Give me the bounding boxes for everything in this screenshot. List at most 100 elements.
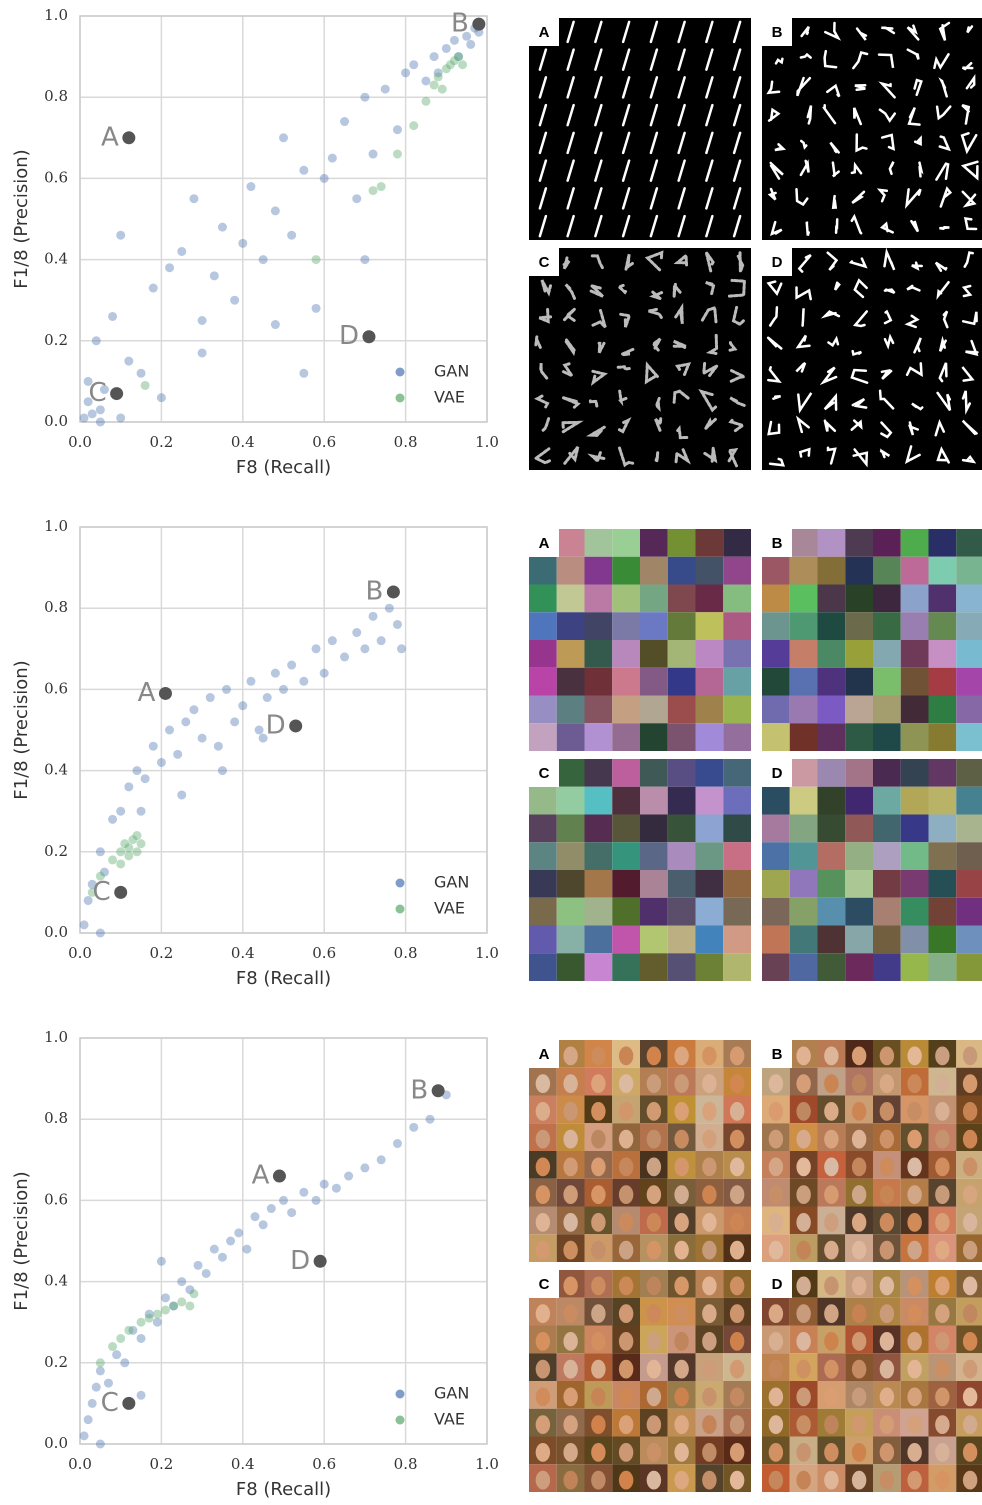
digit-sample bbox=[649, 48, 659, 71]
image-sample bbox=[695, 529, 724, 557]
digit-sample bbox=[566, 48, 575, 71]
image-sample bbox=[873, 556, 901, 585]
face-sample bbox=[935, 1276, 950, 1296]
face-sample bbox=[618, 1331, 634, 1351]
face-sample bbox=[535, 1240, 551, 1260]
digit-sample bbox=[850, 368, 869, 384]
face-sample bbox=[563, 1129, 578, 1149]
face-sample bbox=[907, 1101, 922, 1121]
scatter-point bbox=[83, 896, 93, 906]
image-sample bbox=[845, 612, 873, 640]
image-sample bbox=[956, 556, 982, 585]
image-sample bbox=[928, 814, 957, 843]
face-sample bbox=[824, 1240, 839, 1260]
scatter-point bbox=[441, 43, 451, 53]
digit-sample bbox=[767, 107, 781, 122]
panel-label: D bbox=[772, 765, 783, 782]
scatter-point bbox=[209, 1244, 219, 1254]
digit-sample bbox=[880, 368, 893, 380]
scatter-point bbox=[120, 839, 130, 849]
digit-sample bbox=[619, 312, 632, 328]
face-sample bbox=[935, 1415, 950, 1435]
digit-sample bbox=[833, 281, 841, 291]
digit-sample bbox=[918, 161, 924, 178]
scatter-point bbox=[95, 1358, 105, 1368]
scatter-point bbox=[392, 1139, 402, 1149]
face-sample bbox=[962, 1185, 978, 1205]
x-tick-label: 0.0 bbox=[68, 433, 92, 451]
image-sample bbox=[529, 695, 557, 724]
digit-sample bbox=[588, 399, 599, 408]
x-axis-label: F8 (Recall) bbox=[236, 1479, 331, 1500]
scatter-point bbox=[116, 859, 126, 869]
scatter-point bbox=[392, 149, 402, 159]
digit-sample bbox=[538, 48, 548, 71]
image-sample bbox=[789, 897, 818, 926]
digit-sample bbox=[878, 81, 896, 99]
image-sample bbox=[956, 870, 982, 898]
image-sample bbox=[667, 529, 696, 557]
face-sample bbox=[796, 1387, 811, 1407]
digit-sample bbox=[705, 214, 714, 238]
image-sample bbox=[695, 584, 724, 613]
digit-sample bbox=[566, 131, 575, 155]
x-axis-label: F8 (Recall) bbox=[236, 457, 331, 478]
image-sample bbox=[928, 640, 957, 668]
face-sample bbox=[907, 1276, 922, 1296]
image-sample bbox=[956, 925, 982, 954]
digit-sample bbox=[774, 57, 784, 65]
digit-sample bbox=[538, 187, 548, 210]
image-sample bbox=[817, 814, 846, 843]
scatter-point bbox=[331, 1183, 341, 1193]
digit-sample bbox=[705, 48, 714, 71]
face-sample bbox=[729, 1101, 745, 1121]
legend-label: GAN bbox=[434, 362, 469, 381]
face-sample bbox=[674, 1212, 689, 1232]
scatter-point bbox=[116, 1333, 126, 1343]
face-sample bbox=[907, 1359, 922, 1379]
digit-sample bbox=[938, 21, 951, 41]
face-sample bbox=[879, 1185, 895, 1205]
face-sample bbox=[563, 1101, 578, 1121]
image-sample bbox=[900, 723, 929, 751]
image-sample bbox=[900, 925, 929, 954]
x-tick-label: 0.2 bbox=[149, 433, 173, 451]
legend-marker bbox=[395, 1415, 405, 1425]
face-sample bbox=[618, 1157, 634, 1177]
panel-label-bg bbox=[529, 1040, 559, 1068]
y-tick-label: 0.8 bbox=[44, 87, 68, 105]
image-sample bbox=[667, 786, 696, 815]
face-sample bbox=[702, 1442, 717, 1462]
image-sample bbox=[640, 529, 668, 557]
image-sample bbox=[762, 556, 790, 585]
image-sample bbox=[900, 529, 929, 557]
face-sample bbox=[702, 1129, 717, 1149]
panel-label-bg bbox=[762, 1270, 792, 1298]
face-sample bbox=[962, 1359, 978, 1379]
digit-sample bbox=[823, 49, 838, 69]
face-sample bbox=[935, 1129, 950, 1149]
face-sample bbox=[563, 1240, 578, 1260]
image-sample bbox=[873, 814, 901, 843]
panel-label-bg bbox=[529, 248, 559, 276]
digit-sample bbox=[702, 362, 719, 377]
grid-bg bbox=[529, 248, 751, 470]
image-sample bbox=[612, 667, 640, 696]
image-sample bbox=[723, 584, 751, 613]
face-sample bbox=[646, 1442, 662, 1462]
image-sample bbox=[900, 667, 929, 696]
digit-sample bbox=[538, 76, 548, 99]
face-sample bbox=[535, 1304, 551, 1324]
face-sample bbox=[796, 1359, 811, 1379]
digit-sample bbox=[880, 133, 896, 151]
image-sample bbox=[817, 667, 846, 696]
digit-sample bbox=[590, 369, 608, 386]
image-sample bbox=[695, 870, 724, 898]
face-sample bbox=[851, 1101, 867, 1121]
face-sample bbox=[591, 1470, 606, 1490]
x-tick-label: 0.8 bbox=[394, 944, 418, 962]
sample-grid: B bbox=[762, 1040, 982, 1262]
face-sample bbox=[851, 1359, 867, 1379]
face-sample bbox=[851, 1046, 867, 1066]
scatter-point bbox=[124, 1325, 134, 1335]
